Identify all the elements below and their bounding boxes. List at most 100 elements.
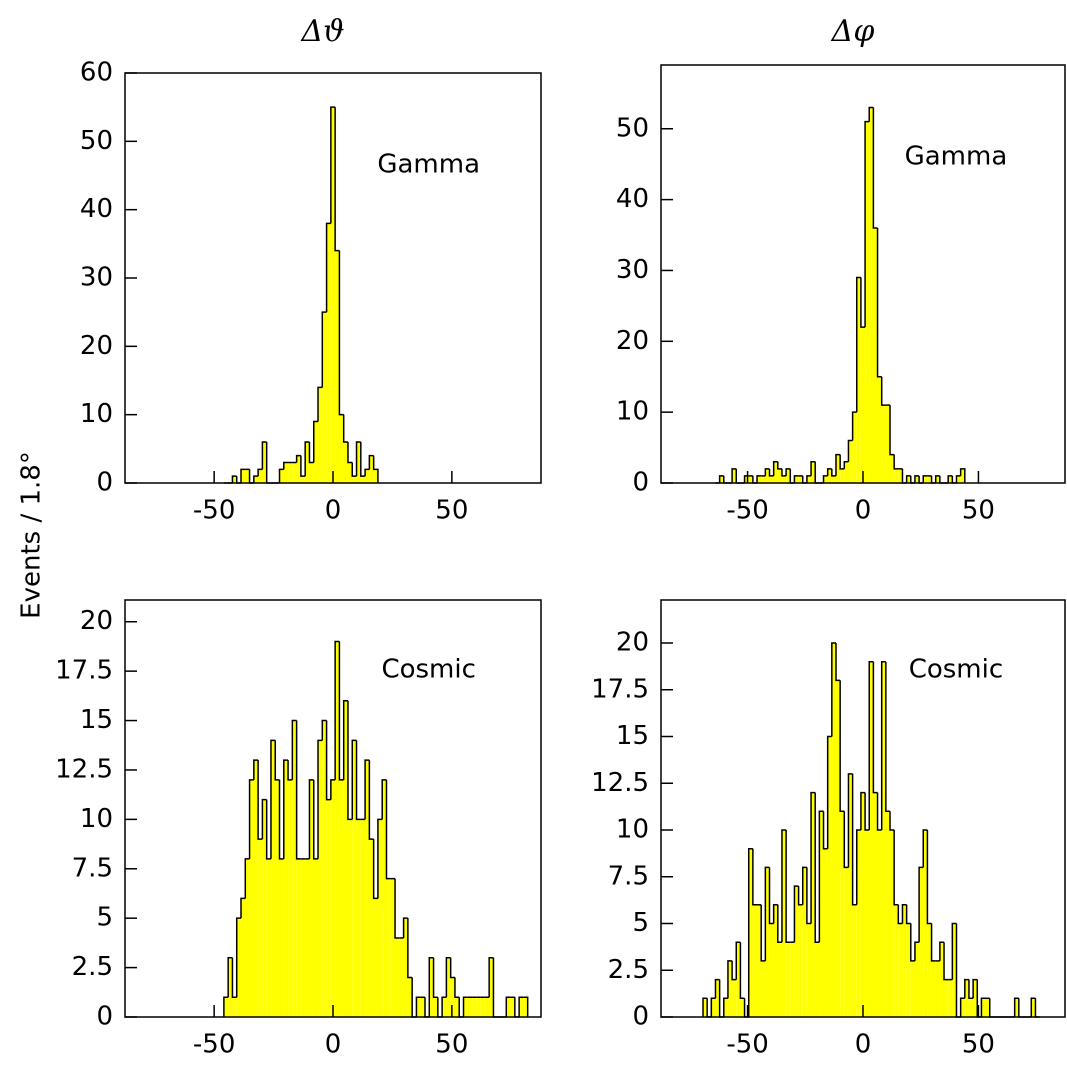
x-tick-label: -50 <box>726 1030 768 1060</box>
bar-outline <box>772 460 778 476</box>
bar-outline <box>876 227 882 378</box>
histogram <box>223 106 379 484</box>
bar <box>740 998 745 1017</box>
bar-outline <box>955 475 961 483</box>
bar <box>935 475 940 483</box>
bar <box>258 469 263 483</box>
panel-title: Δϑ <box>300 14 344 49</box>
bar <box>840 468 845 483</box>
bar-outline <box>764 866 770 961</box>
bar-outline <box>1034 998 1040 1018</box>
bar <box>313 421 319 483</box>
bar <box>467 997 473 1017</box>
bar-outline <box>304 441 310 477</box>
bar-outline <box>394 878 400 939</box>
bar-outline <box>248 779 254 859</box>
bar <box>831 643 836 1017</box>
bar <box>253 760 259 1017</box>
bar-outline <box>959 468 966 483</box>
bar-outline <box>325 720 331 801</box>
bar <box>253 476 259 483</box>
bar <box>856 277 861 483</box>
bar-outline <box>253 475 259 483</box>
y-tick-label: 17.5 <box>55 656 113 686</box>
y-axis-label: Events / 1.8° <box>17 451 47 619</box>
bar <box>446 957 451 1017</box>
bar <box>869 107 874 483</box>
bar-outline <box>831 642 836 737</box>
bar <box>373 898 378 1017</box>
bar <box>241 469 246 483</box>
bar <box>356 819 361 1017</box>
bar <box>279 469 284 483</box>
bar-outline <box>760 904 766 962</box>
bar-outline <box>1013 997 1019 1017</box>
bar-outline <box>330 106 336 224</box>
bar <box>356 442 361 483</box>
bar <box>761 960 766 1017</box>
bar-outline <box>814 461 820 484</box>
bar <box>902 904 907 1017</box>
bar <box>865 121 870 483</box>
y-tick-label: 0 <box>96 468 113 498</box>
bar-outline <box>901 904 907 924</box>
bar-outline <box>918 866 924 943</box>
bar-outline <box>385 779 391 880</box>
bar <box>794 886 799 1017</box>
bar <box>769 923 774 1017</box>
bar-outline <box>926 830 932 925</box>
bar-outline <box>338 641 344 781</box>
bar-outline <box>864 792 870 831</box>
bar <box>881 661 886 1017</box>
bar <box>773 904 778 1017</box>
bar <box>711 998 716 1017</box>
bar <box>326 223 331 484</box>
bar <box>835 454 841 483</box>
bar-outline <box>810 791 816 924</box>
x-tick-label: 50 <box>435 1030 468 1060</box>
bar <box>476 997 481 1017</box>
bar <box>844 461 849 483</box>
bar <box>852 412 857 483</box>
bar <box>869 661 874 1017</box>
bar <box>777 468 782 483</box>
bar <box>309 779 314 1017</box>
bar-outline <box>300 455 306 477</box>
bar <box>343 442 348 483</box>
bar-outline <box>342 414 348 443</box>
bar <box>873 792 878 1017</box>
bar-outline <box>856 829 861 905</box>
bar-outline <box>768 867 774 925</box>
bar-outline <box>415 996 421 1017</box>
bar <box>1014 998 1019 1017</box>
bar <box>948 475 953 483</box>
bar <box>856 830 861 1017</box>
bar-outline <box>951 922 957 980</box>
bar-outline <box>922 475 928 483</box>
bar-outline <box>261 798 267 840</box>
bar <box>811 792 816 1017</box>
bar-outline <box>240 468 246 483</box>
bar-outline <box>893 454 899 470</box>
bar <box>877 376 882 483</box>
bar <box>736 942 741 1017</box>
bar <box>973 979 978 1017</box>
y-tick-label: 12.5 <box>55 754 113 784</box>
bar-outline <box>270 739 276 859</box>
bar-outline <box>381 779 387 820</box>
bar-outline <box>856 276 861 413</box>
bar-outline <box>939 475 945 484</box>
bar <box>765 468 770 483</box>
bar-outline <box>735 941 741 980</box>
bar <box>960 468 965 483</box>
bar <box>781 475 787 483</box>
bar <box>258 839 263 1017</box>
bar <box>748 475 753 483</box>
bar <box>365 760 370 1017</box>
bar <box>823 848 828 1017</box>
bar <box>322 312 327 483</box>
bar-outline <box>368 454 374 470</box>
bar-outline <box>914 941 920 961</box>
bar-outline <box>731 960 737 981</box>
bar <box>326 799 331 1017</box>
